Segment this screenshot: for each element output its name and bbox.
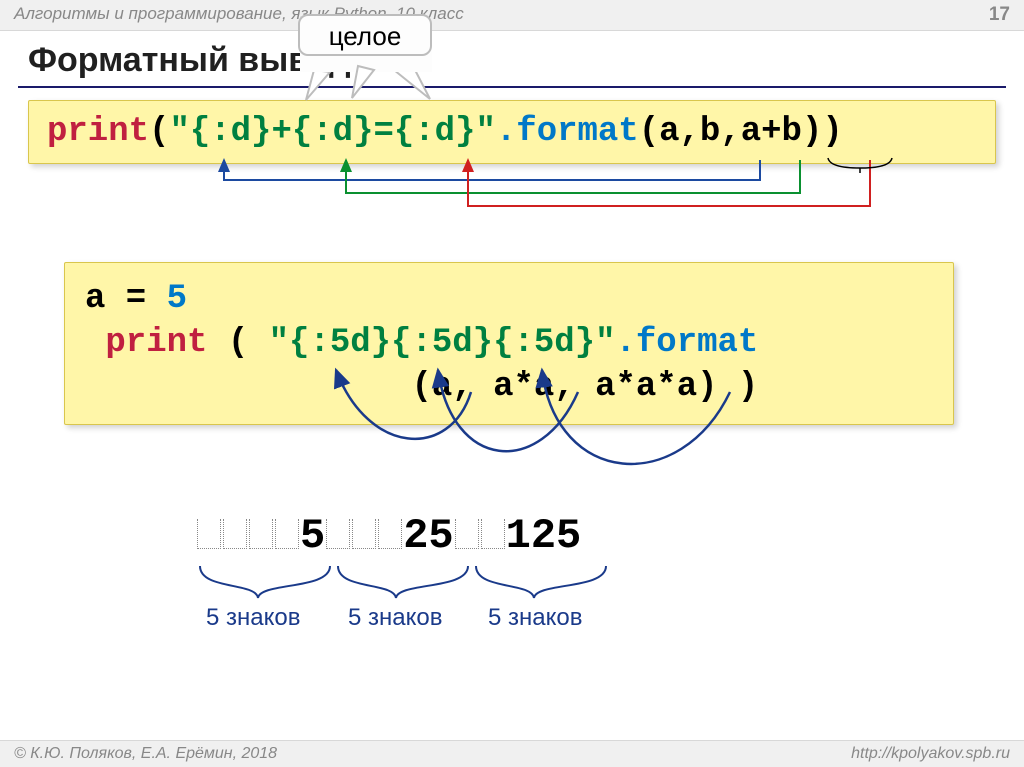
output-val-2: 25 bbox=[403, 512, 453, 560]
footer-copyright: © К.Ю. Поляков, Е.А. Ерёмин, 2018 bbox=[14, 745, 277, 763]
token-a-eq: a = bbox=[85, 280, 167, 318]
brace-label-1: 5 знаков bbox=[206, 604, 301, 632]
space-marker bbox=[481, 519, 505, 549]
code-example-2: a = 5 print ( "{:5d}{:5d}{:5d}".format (… bbox=[64, 262, 954, 425]
space-marker bbox=[378, 519, 402, 549]
token-format2: .format bbox=[616, 324, 759, 362]
token-format: .format bbox=[496, 113, 639, 151]
output-line: 5 25 125 bbox=[196, 512, 581, 560]
token-args2: (a, a*a, a*a*a) ) bbox=[85, 368, 758, 406]
token-string: "{:d}+{:d}={:d}" bbox=[169, 113, 495, 151]
code-example-1: print("{:d}+{:d}={:d}".format(a,b,a+b)) bbox=[28, 100, 996, 164]
token-args: (a,b,a+b)) bbox=[639, 113, 843, 151]
space-marker bbox=[455, 519, 479, 549]
space-marker bbox=[275, 519, 299, 549]
token-string2: "{:5d}{:5d}{:5d}" bbox=[269, 324, 616, 362]
brace-label-2: 5 знаков bbox=[348, 604, 443, 632]
token-open: ( bbox=[149, 113, 169, 151]
output-val-3: 125 bbox=[506, 512, 582, 560]
space-marker bbox=[326, 519, 350, 549]
space-marker bbox=[249, 519, 273, 549]
page-number: 17 bbox=[989, 4, 1010, 26]
brace-label-3: 5 знаков bbox=[488, 604, 583, 632]
space-marker bbox=[197, 519, 221, 549]
space-marker bbox=[352, 519, 376, 549]
token-open2: ( bbox=[228, 324, 269, 362]
footer-url: http://kpolyakov.spb.ru bbox=[851, 745, 1010, 763]
token-five: 5 bbox=[167, 280, 187, 318]
page-footer: © К.Ю. Поляков, Е.А. Ерёмин, 2018 http:/… bbox=[0, 740, 1024, 767]
callout-integer: целое bbox=[298, 14, 432, 56]
space-marker bbox=[223, 519, 247, 549]
title-rule bbox=[18, 86, 1006, 88]
token-print2: print bbox=[85, 324, 228, 362]
output-val-1: 5 bbox=[300, 512, 325, 560]
token-print: print bbox=[47, 113, 149, 151]
page-header: Алгоритмы и программирование, язык Pytho… bbox=[0, 0, 1024, 31]
page-title: Форматный вывод bbox=[0, 31, 1024, 84]
